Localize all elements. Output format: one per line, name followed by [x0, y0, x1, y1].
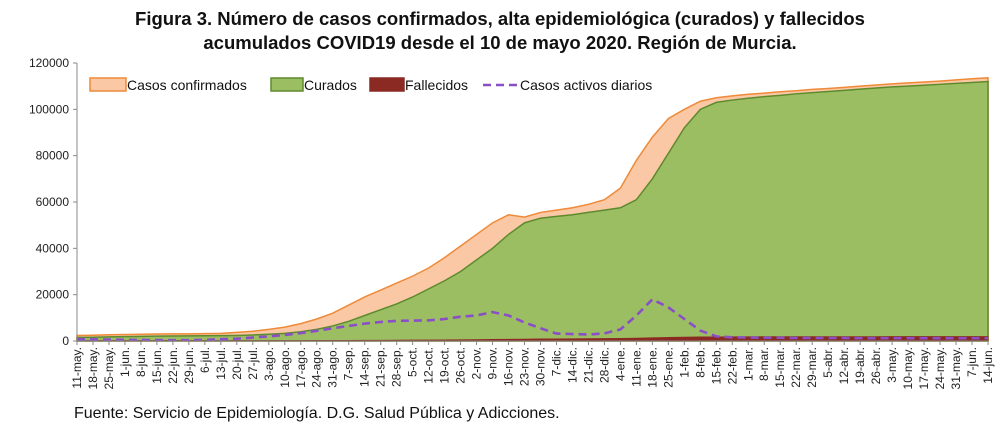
- x-tick-label: 5-oct.: [406, 347, 420, 377]
- source-note: Fuente: Servicio de Epidemiología. D.G. …: [74, 405, 560, 422]
- chart-title-line1: Figura 3. Número de casos confirmados, a…: [135, 8, 865, 29]
- x-tick-label: 7-dic.: [549, 347, 563, 376]
- x-tick-label: 18-ene.: [645, 347, 659, 388]
- chart-title-line2: acumulados COVID19 desde el 10 de mayo 2…: [203, 32, 797, 53]
- x-tick-label: 21-dic.: [581, 347, 595, 383]
- x-tick-label: 28-dic.: [597, 347, 611, 383]
- x-tick-label: 10-ago.: [278, 347, 292, 388]
- x-tick-label: 1-mar.: [741, 347, 755, 381]
- x-tick-label: 8-feb.: [693, 347, 707, 378]
- x-tick-label: 17-may.: [917, 347, 931, 389]
- x-tick-label: 26-abr.: [869, 347, 883, 384]
- legend-casos-confirmados-label: Casos confirmados: [127, 77, 247, 93]
- x-tick-label: 23-nov.: [518, 347, 532, 386]
- x-tick-label: 31-ago.: [326, 347, 340, 388]
- y-tick-label: 20000: [36, 288, 70, 302]
- x-tick-label: 1-jun.: [118, 347, 132, 377]
- y-tick-label: 40000: [36, 241, 70, 255]
- x-tick-label: 15-jun.: [150, 347, 164, 384]
- x-tick-label: 11-ene.: [629, 347, 643, 387]
- x-tick-label: 22-jun.: [166, 347, 180, 384]
- x-tick-label: 16-nov.: [502, 347, 516, 386]
- series-curados-area: [76, 80, 989, 342]
- x-tick-label: 12-oct.: [422, 347, 436, 384]
- x-tick-label: 2-nov.: [470, 347, 484, 379]
- legend-fallecidos-swatch: [369, 77, 405, 92]
- x-tick-label: 22-feb.: [725, 347, 739, 384]
- x-tick-label: 21-sep.: [374, 347, 388, 387]
- x-tick-label: 10-may.: [901, 347, 915, 389]
- x-tick-label: 19-abr.: [853, 347, 867, 384]
- x-tick-label: 22-mar.: [789, 347, 803, 388]
- x-tick-label: 14-dic.: [565, 347, 579, 383]
- x-tick-label: 11-may.: [70, 347, 84, 389]
- x-tick-label: 24-may.: [933, 347, 947, 389]
- x-tick-label: 14-sep.: [358, 347, 372, 387]
- y-tick-label: 0: [62, 334, 69, 348]
- x-tick-label: 8-jun.: [134, 347, 148, 377]
- x-tick-label: 31-may.: [949, 347, 963, 389]
- x-tick-label: 19-oct.: [438, 347, 452, 384]
- x-tick-label: 30-nov.: [533, 347, 547, 386]
- x-tick-label: 8-mar.: [757, 347, 771, 381]
- series-casos-activos-line: [76, 297, 988, 342]
- x-tick-label: 7-sep.: [342, 347, 356, 380]
- legend-casos-activos-label: Casos activos diarios: [520, 77, 652, 93]
- x-tick-label: 26-oct.: [454, 347, 468, 384]
- x-tick-label: 3-ago.: [262, 347, 276, 381]
- x-tick-label: 13-jul.: [214, 347, 228, 380]
- x-tick-label: 5-abr.: [821, 347, 835, 378]
- chart-title: Figura 3. Número de casos confirmados, a…: [0, 7, 1000, 55]
- x-tick-label: 15-mar.: [773, 347, 787, 388]
- x-tick-label: 18-may.: [86, 347, 100, 389]
- x-tick-label: 17-ago.: [294, 347, 308, 388]
- y-tick-label: 60000: [36, 195, 70, 209]
- y-tick-label: 120000: [29, 56, 69, 70]
- x-tick-label: 24-ago.: [310, 347, 324, 388]
- x-tick-label: 15-feb.: [709, 347, 723, 384]
- x-tick-label: 29-mar.: [805, 347, 819, 388]
- x-tick-label: 14-jun.: [981, 347, 995, 384]
- x-tick-label: 28-sep.: [390, 347, 404, 387]
- x-tick-label: 4-ene.: [613, 347, 627, 381]
- x-tick-label: 3-may.: [885, 347, 899, 383]
- y-tick-label: 80000: [36, 149, 70, 163]
- legend-curados-swatch: [270, 77, 304, 92]
- x-tick-label: 25-ene.: [661, 347, 675, 388]
- x-tick-label: 25-may.: [102, 347, 116, 389]
- legend-fallecidos-label: Fallecidos: [405, 77, 468, 93]
- x-tick-label: 20-jul.: [230, 347, 244, 380]
- x-tick-label: 1-feb.: [677, 347, 691, 378]
- x-tick-label: 12-abr.: [837, 347, 851, 384]
- x-tick-label: 27-jul.: [246, 347, 260, 380]
- x-tick-label: 6-jul.: [198, 347, 212, 373]
- legend-curados-label: Curados: [304, 77, 357, 93]
- legend-casos-confirmados-swatch: [89, 77, 127, 92]
- y-tick-label: 100000: [29, 102, 69, 116]
- x-tick-label: 29-jun.: [182, 347, 196, 384]
- x-tick-label: 9-nov.: [486, 347, 500, 379]
- x-tick-label: 7-jun.: [965, 347, 979, 377]
